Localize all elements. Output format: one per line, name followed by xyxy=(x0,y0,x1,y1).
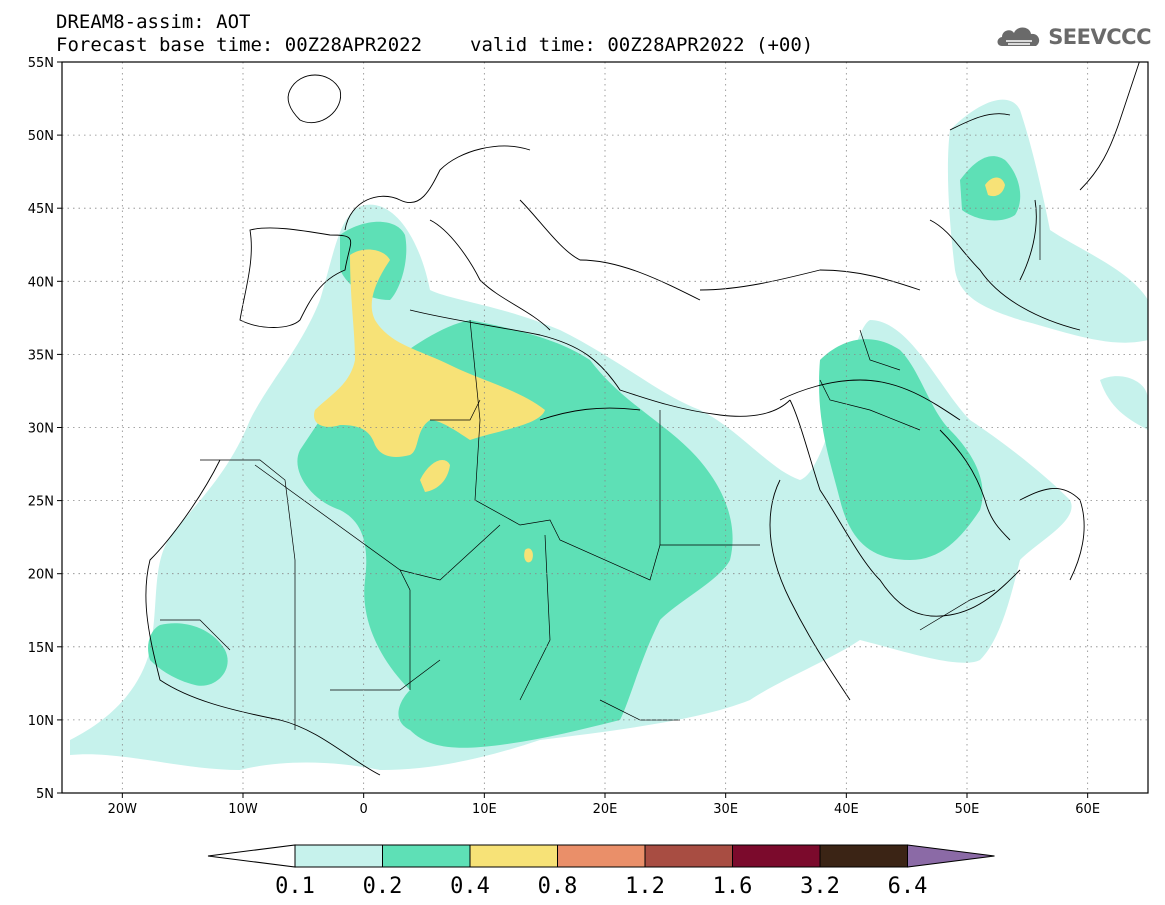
colorbar-segment xyxy=(469,844,558,868)
colorbar-labels: 0.1 0.2 0.4 0.8 1.2 1.6 3.2 6.4 xyxy=(275,874,927,899)
latitude-labels: 55N 50N 45N 40N 35N 30N 25N 20N 15N 10N 5N xyxy=(28,56,54,802)
longitude-labels: 20W 10W 0 10E 20E 30E 40E 50E 60E xyxy=(108,802,1100,817)
colorbar-segment xyxy=(382,844,471,868)
lat-label: 55N xyxy=(28,56,54,71)
lon-label: 50E xyxy=(955,802,980,817)
forecast-time-line: Forecast base time: 00Z28APR2022 valid ti… xyxy=(56,35,813,55)
colorbar-segment xyxy=(294,844,383,868)
colorbar-segment xyxy=(644,844,733,868)
lat-label: 20N xyxy=(28,568,54,583)
coastlines xyxy=(145,62,1140,776)
lat-label: 5N xyxy=(36,787,54,802)
lon-label: 40E xyxy=(834,802,859,817)
colorbar-level-label: 1.6 xyxy=(713,874,753,899)
colorbar-level-label: 6.4 xyxy=(888,874,928,899)
lat-label: 45N xyxy=(28,202,54,217)
colorbar-over-triangle xyxy=(907,844,995,868)
lat-label: 30N xyxy=(28,422,54,437)
grid xyxy=(62,62,1148,793)
lon-label: 10W xyxy=(228,802,258,817)
colorbar-level-label: 0.1 xyxy=(275,874,315,899)
valid-time: valid time: 00Z28APR2022 (+00) xyxy=(470,34,814,56)
lon-label: 20E xyxy=(593,802,618,817)
logo-text: SEEVCCC xyxy=(1048,25,1151,49)
lon-label: 30E xyxy=(713,802,738,817)
map-title: DREAM8-assim: AOT xyxy=(56,11,251,33)
colorbar-level-label: 1.2 xyxy=(625,874,665,899)
lon-label: 60E xyxy=(1075,802,1100,817)
lat-label: 15N xyxy=(28,641,54,656)
aot-field xyxy=(70,99,1148,770)
colorbar-level-label: 3.2 xyxy=(800,874,840,899)
seevccc-logo: SEEVCCC xyxy=(994,22,1151,52)
colorbar-level-label: 0.4 xyxy=(450,874,490,899)
colorbar-level-label: 0.2 xyxy=(363,874,403,899)
lon-label: 20W xyxy=(108,802,138,817)
forecast-base-time: Forecast base time: 00Z28APR2022 xyxy=(56,34,423,56)
lat-label: 25N xyxy=(28,495,54,510)
colorbar xyxy=(207,844,995,868)
lon-label: 10E xyxy=(472,802,497,817)
axis-ticks xyxy=(57,61,1089,798)
colorbar-level-label: 0.8 xyxy=(538,874,578,899)
lon-label: 0 xyxy=(360,802,368,817)
colorbar-under-triangle xyxy=(207,844,296,868)
country-borders xyxy=(160,205,1041,730)
colorbar-segment xyxy=(732,844,821,868)
lat-label: 40N xyxy=(28,275,54,290)
cloud-icon xyxy=(997,27,1040,46)
colorbar-segment xyxy=(819,844,908,868)
lat-label: 10N xyxy=(28,714,54,729)
lat-label: 35N xyxy=(28,348,54,363)
aot-band-0.4-0.8 xyxy=(314,177,1005,563)
colorbar-segment xyxy=(557,844,646,868)
lat-label: 50N xyxy=(28,129,54,144)
